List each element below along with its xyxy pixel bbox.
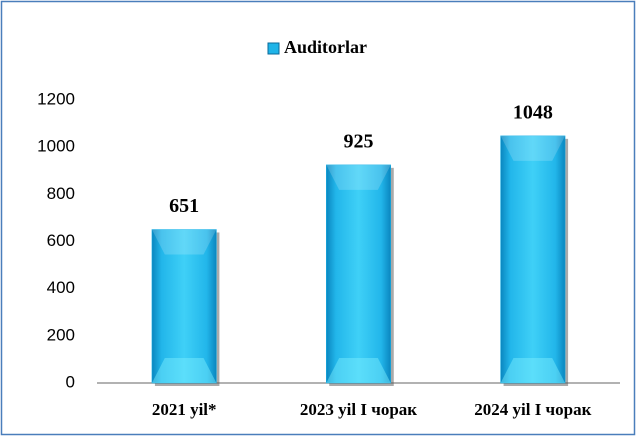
bar-bevel xyxy=(326,164,391,190)
x-tick-label: 2024 yil I чорак xyxy=(474,400,591,419)
bar-bevel xyxy=(500,358,566,383)
bar-bevel xyxy=(151,229,217,255)
data-label: 1048 xyxy=(513,101,553,123)
y-tick-label: 800 xyxy=(47,184,75,203)
data-label: 651 xyxy=(169,195,199,217)
x-tick-label: 2023 yil I чорак xyxy=(300,400,417,419)
y-tick-label: 600 xyxy=(47,231,75,250)
legend-label: Auditorlar xyxy=(284,37,367,57)
bar-bevel xyxy=(326,358,391,383)
y-tick-label: 1000 xyxy=(37,137,75,156)
bar xyxy=(151,229,217,384)
data-label: 925 xyxy=(344,130,374,152)
y-tick-label: 1200 xyxy=(37,89,75,108)
y-tick-label: 200 xyxy=(47,325,75,344)
y-tick-label: 0 xyxy=(66,372,75,391)
y-tick-label: 400 xyxy=(47,278,75,297)
bar xyxy=(325,164,392,384)
bar-bevel xyxy=(151,358,217,383)
x-tick-label: 2021 yil* xyxy=(152,400,217,419)
bar-bevel xyxy=(500,135,566,161)
bar xyxy=(500,135,566,384)
legend-swatch xyxy=(267,42,280,55)
